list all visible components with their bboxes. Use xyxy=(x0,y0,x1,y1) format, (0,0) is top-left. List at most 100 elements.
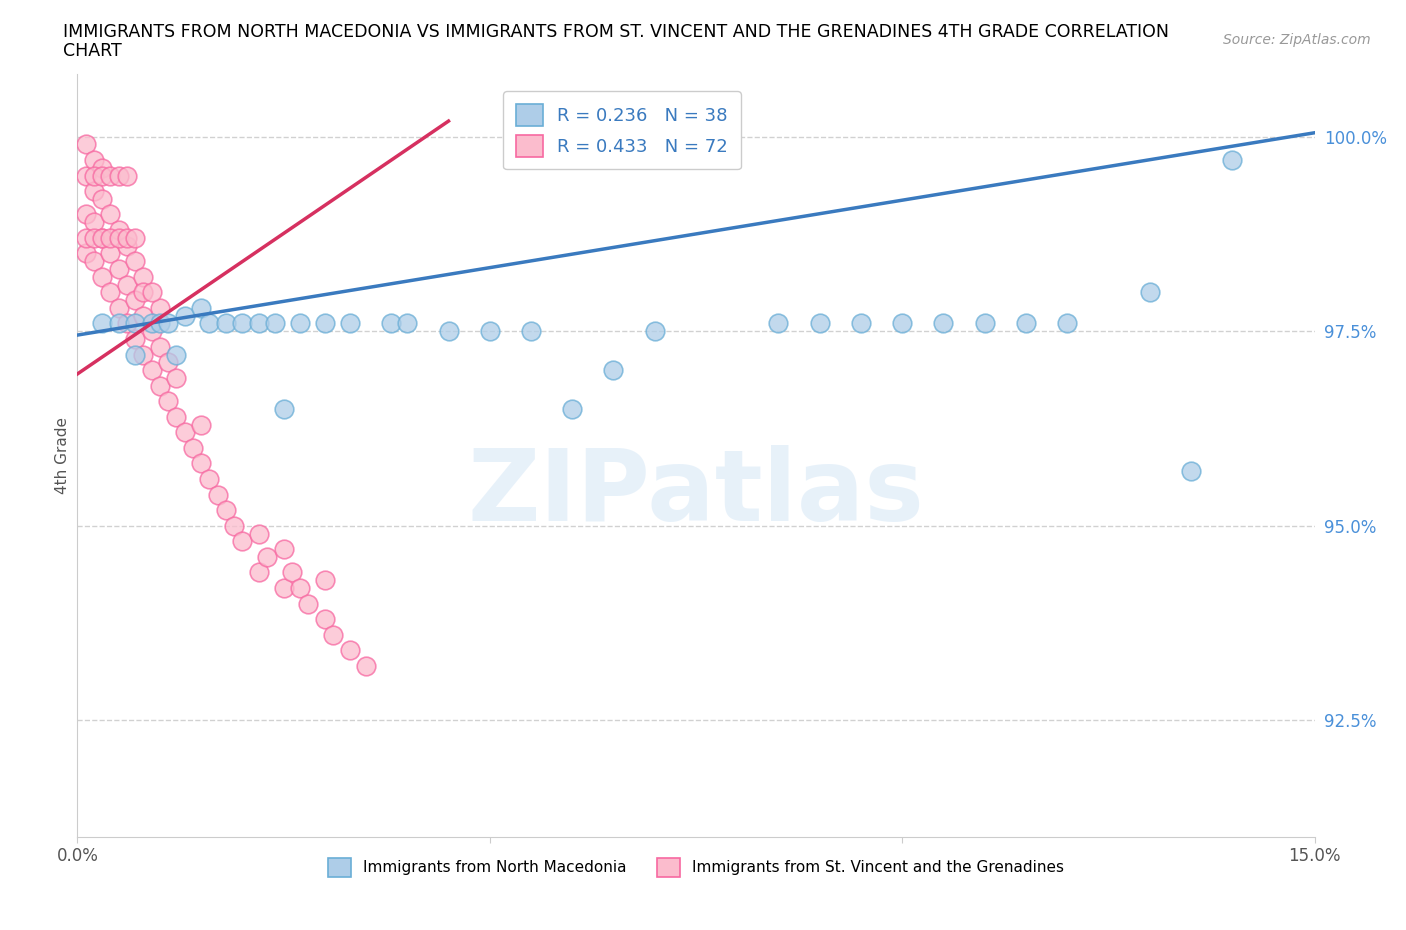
Point xyxy=(396,316,419,331)
Point xyxy=(91,231,114,246)
Point xyxy=(231,534,253,549)
Point xyxy=(808,316,831,331)
Point xyxy=(247,526,270,541)
Point xyxy=(198,472,221,486)
Point xyxy=(141,363,163,378)
Point xyxy=(83,168,105,183)
Point xyxy=(75,168,97,183)
Legend: Immigrants from North Macedonia, Immigrants from St. Vincent and the Grenadines: Immigrants from North Macedonia, Immigra… xyxy=(322,852,1070,883)
Point xyxy=(247,565,270,580)
Point xyxy=(1220,153,1243,167)
Point xyxy=(124,331,146,346)
Point xyxy=(281,565,304,580)
Point xyxy=(124,231,146,246)
Point xyxy=(83,254,105,269)
Point xyxy=(98,207,121,222)
Point xyxy=(91,192,114,206)
Point xyxy=(190,456,212,471)
Point xyxy=(132,308,155,323)
Text: Source: ZipAtlas.com: Source: ZipAtlas.com xyxy=(1223,33,1371,46)
Point xyxy=(288,316,311,331)
Point xyxy=(173,308,195,323)
Point xyxy=(973,316,995,331)
Point xyxy=(157,355,180,370)
Point xyxy=(932,316,955,331)
Point xyxy=(98,231,121,246)
Point xyxy=(520,324,543,339)
Point xyxy=(149,339,172,354)
Point xyxy=(231,316,253,331)
Point xyxy=(98,168,121,183)
Point xyxy=(215,316,238,331)
Point xyxy=(91,160,114,175)
Point xyxy=(75,207,97,222)
Point xyxy=(91,270,114,285)
Point xyxy=(124,316,146,331)
Point xyxy=(1015,316,1038,331)
Point xyxy=(149,316,172,331)
Point xyxy=(181,441,204,456)
Point xyxy=(107,222,129,237)
Point xyxy=(273,541,295,556)
Point xyxy=(141,324,163,339)
Point xyxy=(198,316,221,331)
Point xyxy=(264,316,287,331)
Point xyxy=(157,316,180,331)
Point xyxy=(115,231,138,246)
Point xyxy=(132,347,155,362)
Point xyxy=(561,402,583,417)
Point xyxy=(165,347,187,362)
Point xyxy=(91,168,114,183)
Point xyxy=(1180,464,1202,479)
Point xyxy=(141,316,163,331)
Point xyxy=(314,573,336,588)
Point xyxy=(322,627,344,642)
Point xyxy=(190,300,212,315)
Point xyxy=(644,324,666,339)
Point xyxy=(165,370,187,385)
Point xyxy=(602,363,624,378)
Point xyxy=(124,254,146,269)
Text: CHART: CHART xyxy=(63,42,122,60)
Point xyxy=(115,277,138,292)
Point xyxy=(273,402,295,417)
Point xyxy=(173,425,195,440)
Point xyxy=(91,316,114,331)
Point xyxy=(1139,285,1161,299)
Point xyxy=(768,316,790,331)
Point xyxy=(124,347,146,362)
Point xyxy=(107,300,129,315)
Point xyxy=(91,231,114,246)
Point xyxy=(75,246,97,260)
Point xyxy=(83,215,105,230)
Text: IMMIGRANTS FROM NORTH MACEDONIA VS IMMIGRANTS FROM ST. VINCENT AND THE GRENADINE: IMMIGRANTS FROM NORTH MACEDONIA VS IMMIG… xyxy=(63,23,1170,41)
Point xyxy=(98,246,121,260)
Point xyxy=(115,238,138,253)
Point xyxy=(891,316,914,331)
Point xyxy=(165,409,187,424)
Point xyxy=(107,168,129,183)
Point xyxy=(207,487,229,502)
Point xyxy=(83,153,105,167)
Point xyxy=(1056,316,1078,331)
Point xyxy=(115,316,138,331)
Point xyxy=(273,580,295,595)
Point xyxy=(247,316,270,331)
Y-axis label: 4th Grade: 4th Grade xyxy=(55,418,70,494)
Point xyxy=(107,316,129,331)
Text: ZIPatlas: ZIPatlas xyxy=(468,445,924,542)
Point xyxy=(149,300,172,315)
Point xyxy=(83,231,105,246)
Point xyxy=(132,270,155,285)
Point xyxy=(75,231,97,246)
Point xyxy=(478,324,501,339)
Point xyxy=(314,316,336,331)
Point xyxy=(215,503,238,518)
Point xyxy=(297,596,319,611)
Point xyxy=(141,285,163,299)
Point xyxy=(124,293,146,308)
Point xyxy=(75,137,97,152)
Point xyxy=(339,643,361,658)
Point xyxy=(222,518,245,533)
Point xyxy=(149,379,172,393)
